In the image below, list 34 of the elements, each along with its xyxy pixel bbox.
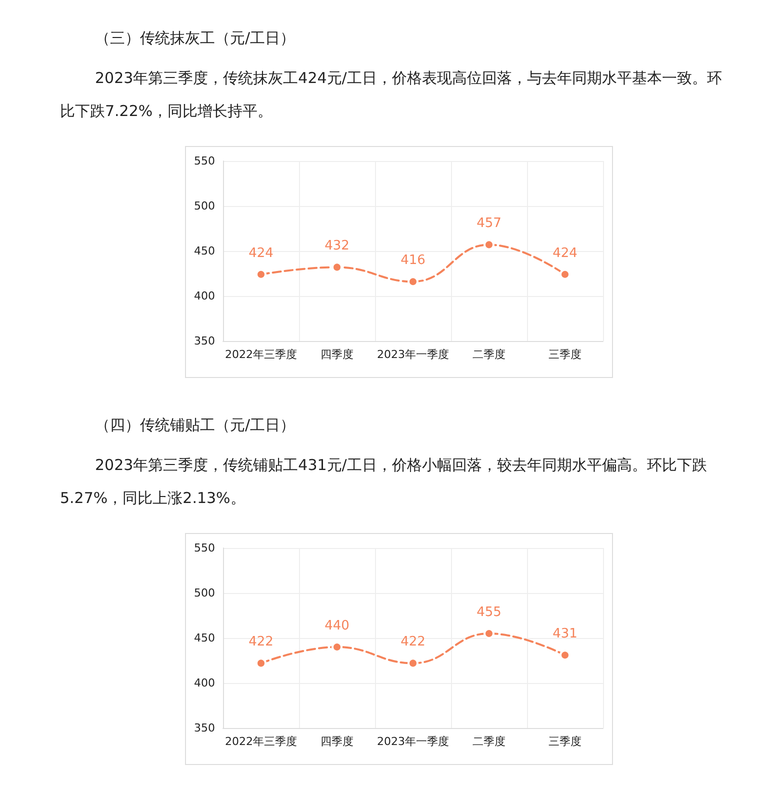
y-tick-label: 500 bbox=[194, 200, 215, 212]
x-tick-label: 二季度 bbox=[472, 735, 506, 748]
x-tick-label: 2023年一季度 bbox=[377, 735, 449, 748]
data-label: 432 bbox=[324, 238, 350, 254]
x-tick-label: 二季度 bbox=[472, 348, 506, 361]
chart-subtitle: 2023年第三季度，传统抹灰工424元/工日，价格表现高位回落，与去年同期水平基本一致。环比下跌7.22%，同比增长持平。 bbox=[60, 68, 723, 122]
data-label: 416 bbox=[400, 253, 426, 268]
x-tick-label: 四季度 bbox=[320, 735, 354, 748]
y-tick-label: 350 bbox=[194, 334, 215, 348]
x-tick-label: 四季度 bbox=[320, 348, 354, 361]
y-tick-label: 450 bbox=[194, 632, 215, 644]
chart-title: （四）传统铺贴工（元/工日） bbox=[94, 415, 296, 436]
data-label: 457 bbox=[476, 216, 502, 232]
x-tick-label: 三季度 bbox=[548, 348, 582, 361]
x-tick-label: 2022年三季度 bbox=[225, 348, 297, 361]
y-tick-label: 500 bbox=[194, 586, 215, 600]
y-tick-label: 400 bbox=[194, 290, 215, 302]
y-tick-label: 550 bbox=[194, 154, 215, 168]
data-label: 424 bbox=[248, 246, 274, 261]
data-label: 440 bbox=[324, 618, 350, 634]
data-label: 431 bbox=[552, 626, 578, 642]
y-tick-label: 450 bbox=[194, 244, 215, 258]
y-tick-label: 350 bbox=[194, 722, 215, 734]
data-label: 455 bbox=[476, 605, 502, 620]
x-tick-label: 三季度 bbox=[548, 735, 582, 748]
chart-title: （三）传统抹灰工（元/工日） bbox=[94, 28, 296, 49]
y-tick-label: 550 bbox=[194, 542, 215, 554]
x-tick-label: 2022年三季度 bbox=[225, 735, 297, 748]
chart-subtitle: 2023年第三季度，传统铺贴工431元/工日，价格小幅回落，较去年同期水平偏高。环比下跌5.27%，同比上涨2.13%。 bbox=[60, 455, 708, 509]
data-label: 422 bbox=[400, 634, 426, 650]
data-label: 424 bbox=[552, 246, 578, 261]
data-label: 422 bbox=[248, 634, 274, 650]
x-tick-label: 2023年一季度 bbox=[377, 348, 449, 361]
y-tick-label: 400 bbox=[194, 676, 215, 690]
